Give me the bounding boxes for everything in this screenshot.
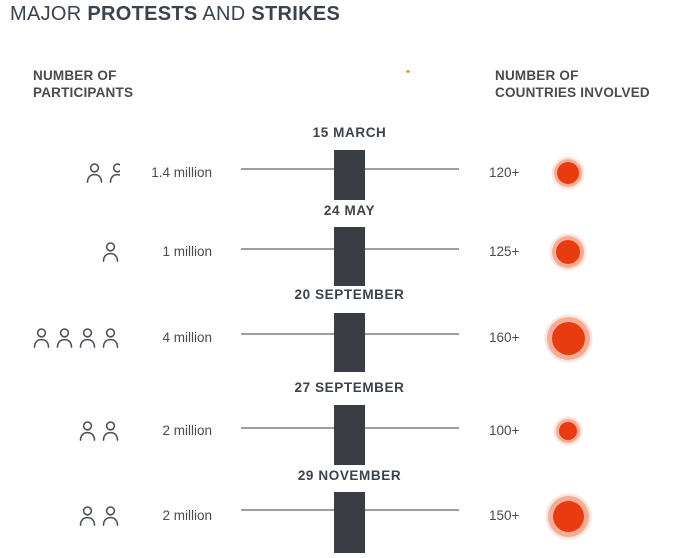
person-icon	[101, 419, 120, 443]
person-icon	[78, 504, 97, 528]
timeline-bar	[334, 227, 365, 286]
participants-icons	[78, 504, 120, 528]
person-icon	[78, 419, 97, 443]
participants-count: 2 million	[162, 508, 212, 523]
date-label: 20 SEPTEMBER	[294, 287, 405, 302]
timeline-bar	[334, 492, 365, 553]
title-word-protests: PROTESTS	[87, 3, 198, 25]
timeline-bar	[334, 313, 365, 372]
date-label: 24 MAY	[323, 203, 376, 218]
participants-column-header: NUMBER OF PARTICIPANTS	[33, 68, 133, 101]
countries-column-header: NUMBER OF COUNTRIES INVOLVED	[495, 68, 650, 101]
person-icon	[78, 326, 97, 350]
countries-count: 150+	[489, 508, 520, 523]
person-icon	[101, 326, 120, 350]
participants-icons	[78, 419, 120, 443]
countries-circle	[559, 422, 577, 440]
person-icon	[101, 240, 120, 264]
countries-count: 120+	[489, 165, 520, 180]
small-yellow-dot	[406, 70, 410, 73]
person-icon	[55, 326, 74, 350]
countries-circle	[557, 162, 579, 184]
person-icon	[85, 161, 104, 185]
participants-count: 1.4 million	[151, 165, 212, 180]
title-word-major: MAJOR	[10, 3, 82, 25]
title-word-and: AND	[202, 3, 246, 25]
person-icon	[32, 326, 51, 350]
participants-header-line2: PARTICIPANTS	[33, 84, 134, 100]
timeline-bar	[334, 405, 365, 465]
countries-header-line2: COUNTRIES INVOLVED	[495, 84, 650, 100]
participants-icons	[32, 326, 120, 350]
countries-count: 125+	[489, 244, 520, 259]
participants-header-line1: NUMBER OF	[33, 68, 117, 83]
date-label: 29 NOVEMBER	[297, 468, 402, 483]
participants-count: 1 million	[162, 244, 212, 259]
countries-count: 160+	[489, 330, 520, 345]
countries-circle	[556, 240, 580, 264]
partial-person-icon	[108, 161, 120, 185]
participants-count: 4 million	[162, 330, 212, 345]
timeline-bar	[334, 150, 365, 200]
date-label: 27 SEPTEMBER	[294, 380, 405, 395]
countries-header-line1: NUMBER OF	[495, 68, 579, 83]
participants-count: 2 million	[162, 423, 212, 438]
title-word-strikes: STRIKES	[251, 3, 341, 25]
date-label: 15 MARCH	[312, 125, 387, 140]
countries-circle	[552, 500, 584, 532]
participants-icons	[101, 240, 120, 264]
countries-circle	[551, 321, 585, 355]
countries-count: 100+	[489, 423, 520, 438]
page-title: MAJOR PROTESTS AND STRIKES	[10, 3, 340, 26]
person-icon	[101, 504, 120, 528]
participants-icons	[85, 161, 120, 185]
